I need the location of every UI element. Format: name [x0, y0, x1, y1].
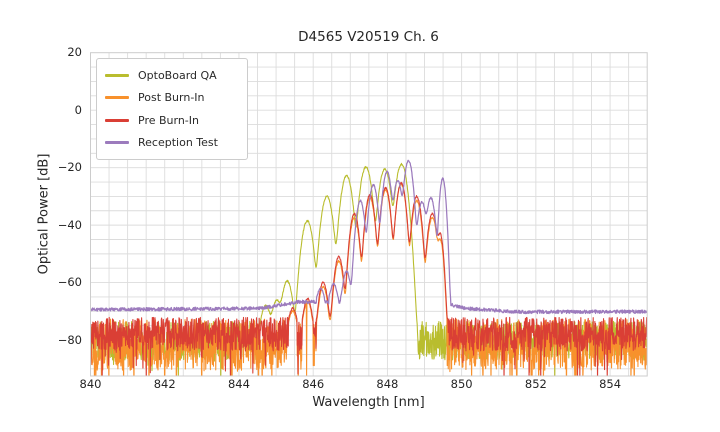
trace-pre-burn-in	[90, 181, 648, 376]
x-tick-852: 852	[524, 377, 547, 391]
legend-label: Reception Test	[138, 136, 218, 150]
trace-reception-test	[90, 159, 648, 315]
traces	[90, 159, 648, 376]
legend-item: Reception Test	[105, 132, 239, 155]
y-tick-−20: −20	[57, 160, 82, 175]
y-tick-−60: −60	[57, 275, 82, 290]
y-tick-−80: −80	[57, 332, 82, 347]
x-tick-850: 850	[450, 377, 473, 391]
legend-line-swatch	[105, 141, 129, 145]
y-tick-0: 0	[74, 102, 82, 117]
chart-title: D4565 V20519 Ch. 6	[298, 29, 439, 45]
x-axis-label: Wavelength [nm]	[312, 395, 425, 410]
legend-label: OptoBoard QA	[138, 68, 217, 82]
legend-label: Pre Burn-In	[138, 113, 199, 127]
y-tick-20: 20	[67, 45, 82, 60]
y-tick-−40: −40	[57, 217, 82, 232]
legend-line-swatch	[105, 118, 129, 122]
legend-label: Post Burn-In	[138, 91, 205, 105]
legend-item: Pre Burn-In	[105, 109, 239, 132]
legend-line-swatch	[105, 73, 129, 77]
x-tick-844: 844	[227, 377, 250, 391]
x-tick-846: 846	[302, 377, 325, 391]
plot-border	[90, 52, 648, 377]
x-tick-854: 854	[599, 377, 622, 391]
x-tick-842: 842	[153, 377, 176, 391]
x-tick-840: 840	[79, 377, 102, 391]
legend-item: Post Burn-In	[105, 87, 239, 110]
legend: OptoBoard QA Post Burn-In Pre Burn-In Recep…	[96, 58, 248, 160]
x-tick-848: 848	[376, 377, 399, 391]
legend-item: OptoBoard QA	[105, 64, 239, 87]
legend-line-swatch	[105, 96, 129, 100]
